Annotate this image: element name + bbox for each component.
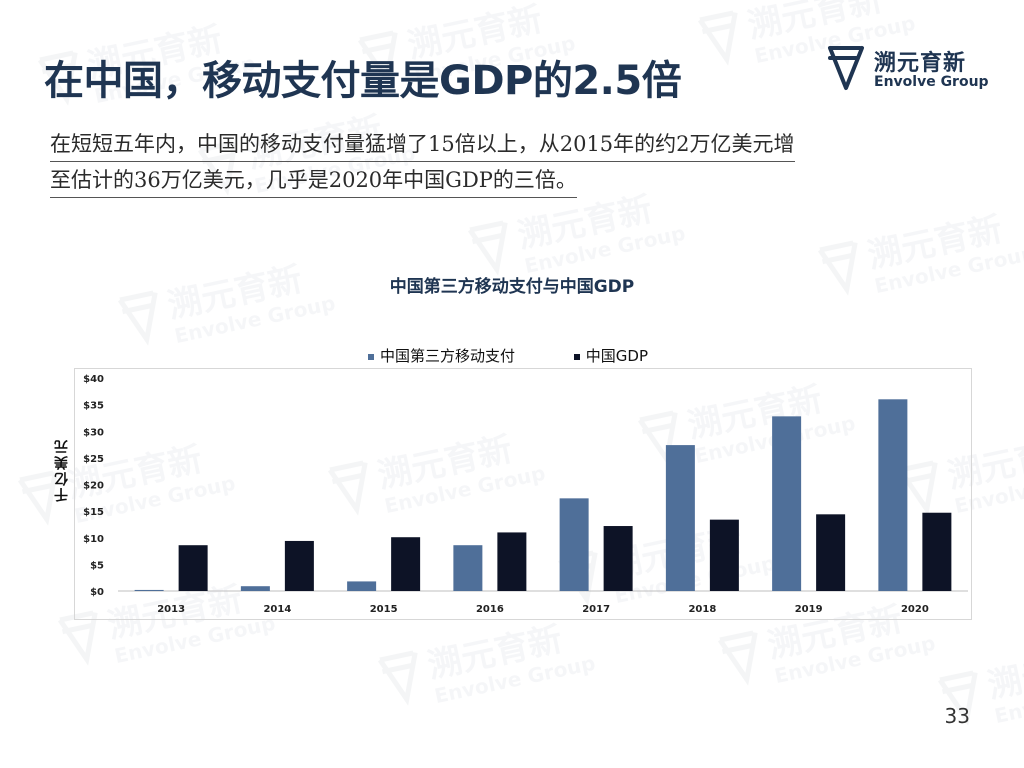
bar-mobile-payment bbox=[347, 581, 377, 591]
bar-mobile-payment bbox=[134, 589, 164, 591]
y-tick-label: $40 bbox=[83, 374, 104, 385]
x-tick-label: 2014 bbox=[263, 604, 291, 615]
company-logo: 溯元育新 Envolve Group bbox=[826, 42, 989, 96]
bar-mobile-payment bbox=[878, 399, 908, 591]
chart-legend: 中国第三方移动支付 中国GDP bbox=[368, 345, 702, 367]
bar-mobile-payment bbox=[665, 445, 695, 591]
y-tick-label: $20 bbox=[83, 481, 104, 492]
legend-item-gdp: 中国GDP bbox=[573, 345, 649, 366]
x-tick-label: 2013 bbox=[157, 604, 185, 615]
bar-mobile-payment bbox=[772, 416, 802, 591]
legend-label-mobile-payment: 中国第三方移动支付 bbox=[380, 347, 516, 365]
y-tick-label: $35 bbox=[83, 401, 104, 412]
bar-gdp bbox=[922, 512, 952, 591]
lead-line-1: 在短短五年内，中国的移动支付量猛增了15倍以上，从2015年的约2万亿美元增 bbox=[50, 127, 795, 162]
y-tick-label: $30 bbox=[83, 427, 104, 438]
bar-gdp bbox=[603, 526, 633, 591]
x-tick-label: 2018 bbox=[688, 604, 716, 615]
legend-label-gdp: 中国GDP bbox=[585, 347, 649, 365]
bar-gdp bbox=[816, 514, 846, 591]
bar-mobile-payment bbox=[453, 545, 483, 591]
bar-gdp bbox=[497, 532, 527, 591]
slide-title: 在中国，移动支付量是GDP的2.5倍 bbox=[44, 58, 682, 104]
lead-paragraph: 在短短五年内，中国的移动支付量猛增了15倍以上，从2015年的约2万亿美元增 至… bbox=[50, 126, 980, 198]
bar-mobile-payment bbox=[240, 586, 270, 591]
legend-swatch-mobile-payment bbox=[368, 353, 374, 360]
y-tick-label: $0 bbox=[90, 587, 104, 598]
x-tick-label: 2019 bbox=[795, 604, 823, 615]
chart-frame bbox=[74, 368, 972, 620]
bar-gdp bbox=[391, 537, 421, 591]
bar-mobile-payment bbox=[559, 498, 589, 591]
legend-swatch-gdp bbox=[573, 353, 580, 360]
envolve-logo-icon bbox=[828, 46, 864, 90]
logo-name-en: Envolve Group bbox=[874, 74, 989, 90]
page-number: 33 bbox=[944, 704, 970, 728]
bar-gdp bbox=[709, 519, 739, 591]
x-tick-label: 2020 bbox=[901, 604, 929, 615]
x-tick-label: 2015 bbox=[370, 604, 398, 615]
x-tick-label: 2016 bbox=[476, 604, 504, 615]
y-tick-label: $5 bbox=[90, 560, 104, 571]
lead-line-2: 至估计的36万亿美元，几乎是2020年中国GDP的三倍。 bbox=[50, 163, 577, 198]
bar-gdp bbox=[284, 540, 314, 591]
y-tick-label: $10 bbox=[83, 534, 104, 545]
bar-gdp bbox=[178, 545, 208, 591]
x-tick-label: 2017 bbox=[582, 604, 610, 615]
legend-item-mobile-payment: 中国第三方移动支付 bbox=[368, 345, 515, 366]
y-tick-label: $25 bbox=[83, 454, 104, 465]
logo-name-cn: 溯元育新 bbox=[874, 51, 967, 76]
chart-title: 中国第三方移动支付与中国GDP bbox=[389, 277, 635, 297]
y-tick-label: $15 bbox=[83, 507, 104, 518]
